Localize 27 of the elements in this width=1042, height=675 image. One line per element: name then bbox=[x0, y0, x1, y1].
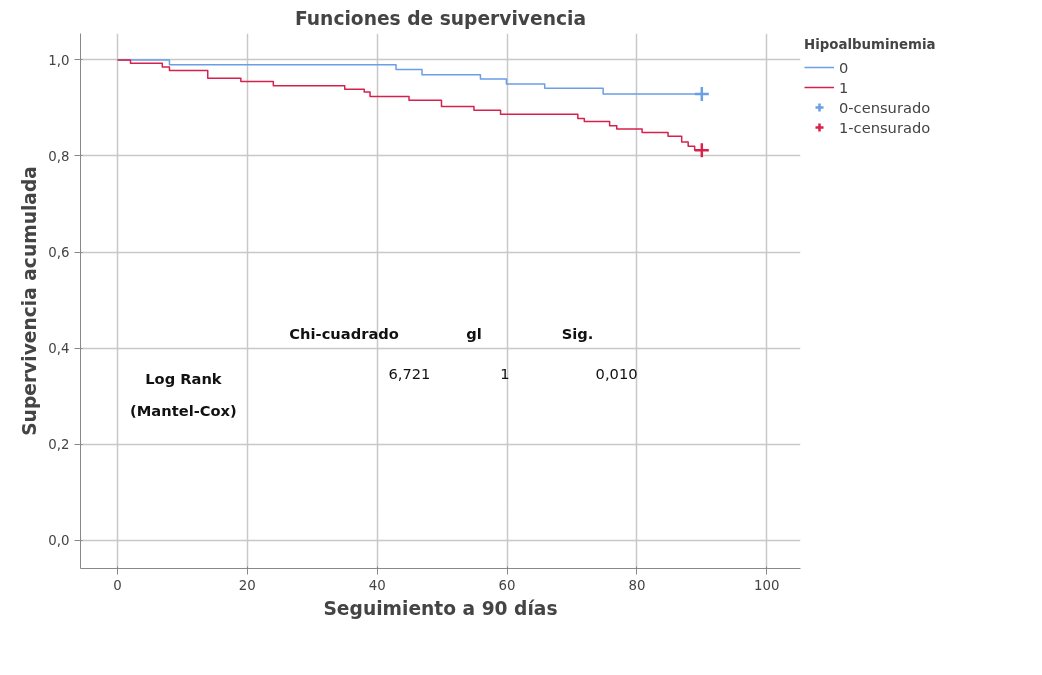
annotation: 6,721 bbox=[388, 365, 431, 382]
legend-label: 0 bbox=[839, 58, 850, 76]
x-tick-label: 40 bbox=[368, 577, 386, 593]
annotation: Log Rank (Mantel-Cox) bbox=[130, 370, 237, 419]
x-tick-label: 100 bbox=[754, 577, 780, 593]
x-tick-label: 20 bbox=[238, 577, 256, 593]
y-tick-label: 0,8 bbox=[48, 148, 70, 164]
annotation: Chi-cuadrado bbox=[289, 325, 399, 343]
y-tick-label: 1,0 bbox=[48, 52, 70, 68]
y-tick-label: 0,4 bbox=[48, 341, 70, 357]
x-axis-title: Seguimiento a 90 días bbox=[323, 597, 558, 619]
legend-label: 1-censurado bbox=[839, 118, 931, 136]
annotation: Sig. bbox=[561, 325, 594, 343]
legend-title: Hipoalbuminemia bbox=[804, 37, 936, 52]
legend-label: 0-censurado bbox=[839, 98, 931, 116]
annotation: gl bbox=[466, 325, 482, 343]
annotation: 1 bbox=[500, 365, 510, 382]
chart-title: Funciones de supervivencia bbox=[295, 7, 586, 29]
y-axis-title: Supervivencia acumulada bbox=[19, 166, 41, 436]
y-tick-label: 0,0 bbox=[48, 533, 70, 549]
x-tick-label: 80 bbox=[628, 577, 646, 593]
x-tick-label: 0 bbox=[113, 577, 122, 593]
y-tick-label: 0,6 bbox=[48, 245, 70, 261]
legend-label: 1 bbox=[839, 78, 850, 96]
x-tick-label: 60 bbox=[498, 577, 516, 593]
annotation: 0,010 bbox=[595, 365, 638, 382]
y-tick-label: 0,2 bbox=[48, 437, 70, 453]
